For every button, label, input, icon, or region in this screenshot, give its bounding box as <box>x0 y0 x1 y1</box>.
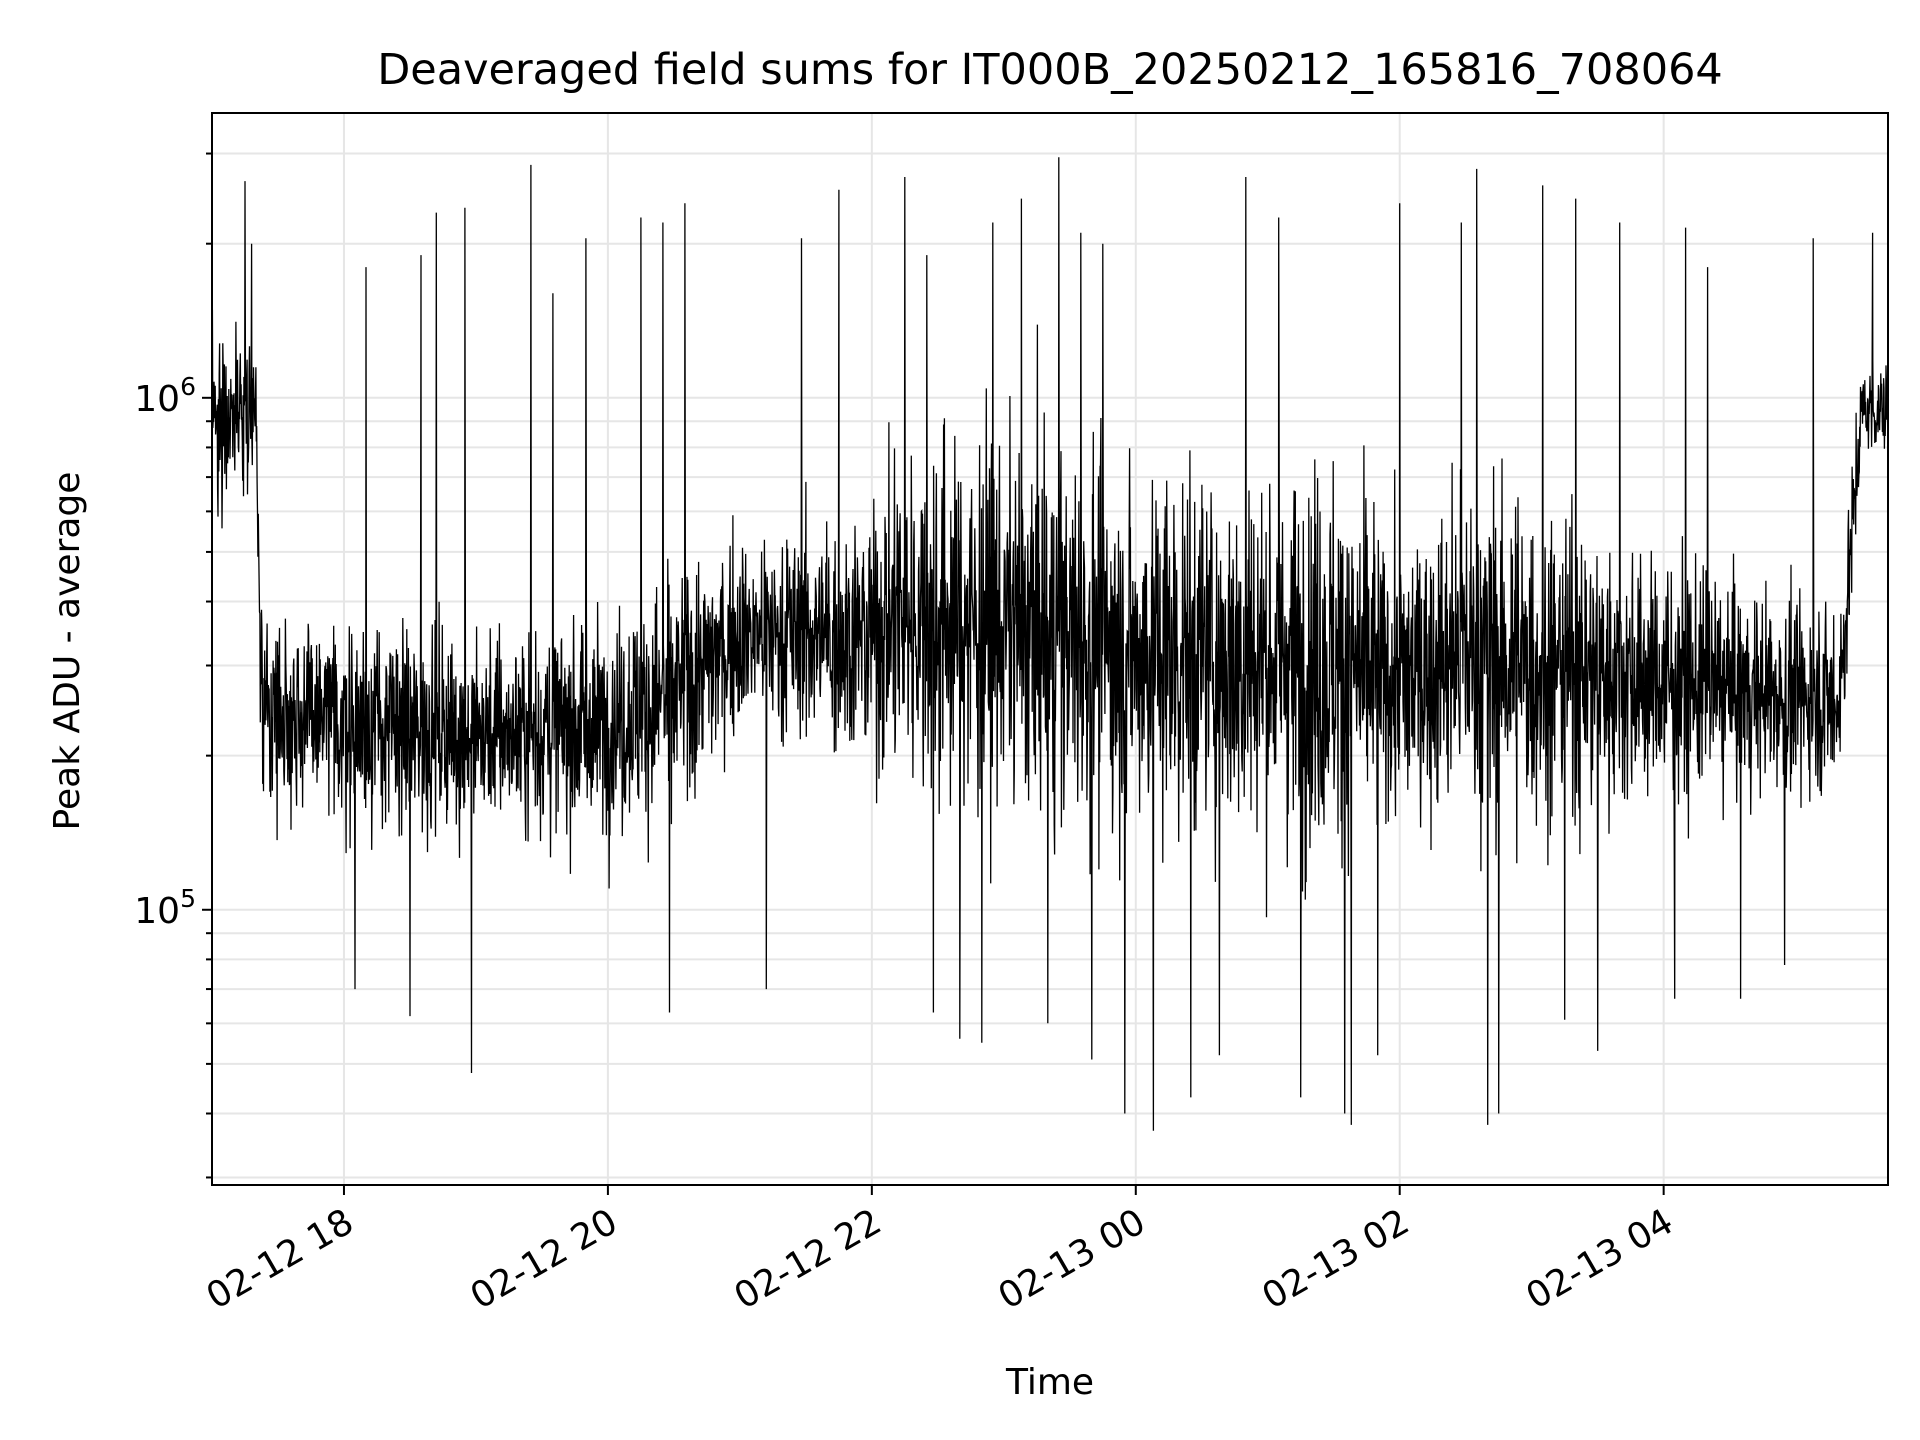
series-peak-adu <box>211 157 1889 1131</box>
y-tick-label: 105 <box>134 884 196 932</box>
y-tick-label: 106 <box>134 372 196 420</box>
y-axis-label: Peak ADU - average <box>47 472 88 831</box>
y-axis: 105 106 <box>134 152 212 1179</box>
series-line <box>211 157 1889 1131</box>
plot-frame <box>211 112 1889 1186</box>
plot-area <box>211 112 1889 1186</box>
x-axis-label: Time <box>1005 1362 1094 1403</box>
chart-title: Deaveraged field sums for IT000B_2025021… <box>377 45 1723 95</box>
